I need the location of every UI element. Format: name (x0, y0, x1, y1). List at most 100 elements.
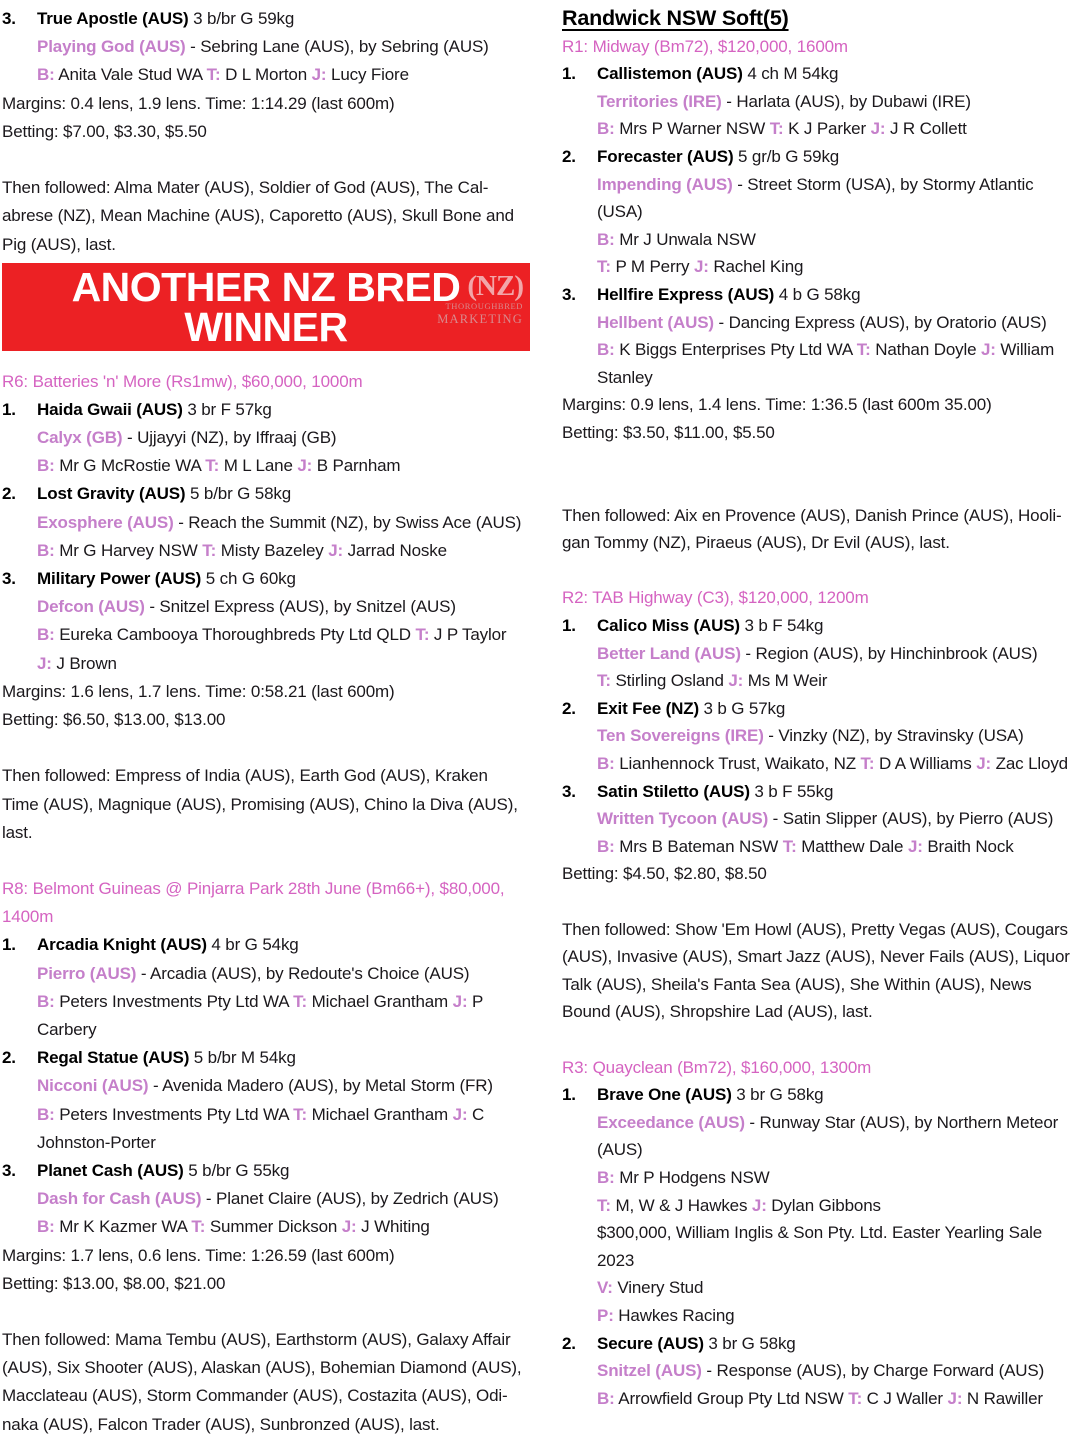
text-line: 1. Haida Gwaii (AUS) 3 br F 57kg (2, 396, 531, 424)
connection-label: T: (293, 1104, 307, 1124)
text: - Vinzky (NZ), by Stravinsky (USA) (763, 726, 1024, 746)
text-line: T: Stirling Osland J: Ms M Weir (562, 667, 1088, 695)
text: 4 br G 54kg (206, 935, 299, 955)
horse-name: Haida Gwaii (AUS) (37, 399, 183, 419)
connection-label: B: (597, 1388, 615, 1408)
text-line: 2023 (562, 1247, 1088, 1275)
text: - Region (AUS), by Hinchinbrook (AUS) (740, 643, 1038, 663)
text: D L Morton (220, 65, 312, 85)
text-line: abrese (NZ), Mean Machine (AUS), Caporet… (2, 202, 531, 230)
text: last. (2, 822, 33, 842)
text: R2: TAB Highway (C3), $120,000, 1200m (562, 588, 869, 608)
text-line: Exceedance (AUS) - Runway Star (AUS), by… (562, 1109, 1088, 1137)
text: Time (AUS), Magnique (AUS), Promising (A… (2, 794, 518, 814)
text: Then followed: Alma Mater (AUS), Soldier… (2, 178, 489, 198)
entry-number: 1. (2, 399, 16, 419)
text-line: 1. Callistemon (AUS) 4 ch M 54kg (562, 60, 1088, 88)
text: Bound (AUS), Shropshire Lad (AUS), last. (562, 1002, 873, 1022)
connection-label: B: (597, 1167, 615, 1187)
connection-label: B: (37, 65, 55, 85)
text: Mr G Harvey NSW (54, 540, 203, 560)
nz-logo-mark: (NZ) (467, 269, 524, 302)
connection-label: B: (597, 836, 615, 856)
text: 3 b F 54kg (739, 616, 824, 636)
text: 4 ch M 54kg (742, 64, 839, 84)
connection-label: J: (907, 836, 923, 856)
nz-logo-text-marketing: MARKETING (437, 311, 523, 326)
text: J P Taylor (429, 625, 507, 645)
text: K J Parker (783, 119, 871, 139)
text: 3 b F 55kg (749, 781, 834, 801)
connection-label: T: (848, 1388, 863, 1408)
horse-name: Brave One (AUS) (597, 1085, 732, 1105)
text: Then followed: Empress of India (AUS), E… (2, 766, 488, 786)
text: Betting: $13.00, $8.00, $21.00 (2, 1273, 226, 1293)
text: $300,000, William Inglis & Son Pty. Ltd.… (597, 1223, 1043, 1243)
text: R6: Batteries 'n' More (Rs1mw), $60,000,… (2, 371, 363, 391)
text-line: 1. Brave One (AUS) 3 br G 58kg (562, 1081, 1088, 1109)
text-line: Macclateau (AUS), Storm Commander (AUS),… (2, 1382, 531, 1410)
sire-name: Playing God (AUS) (37, 37, 186, 57)
text: Betting: $6.50, $13.00, $13.00 (2, 709, 226, 729)
connection-label: T: (293, 991, 307, 1011)
entry-number: 3. (2, 9, 16, 28)
text: gan Tommy (NZ), Piraeus (AUS), Dr Evil (… (562, 533, 950, 553)
race-header: R2: TAB Highway (C3), $120,000, 1200m (562, 584, 1088, 612)
text: J Whiting (356, 1217, 430, 1237)
text-line: (AUS), Invasive (AUS), Smart Jazz (AUS),… (562, 943, 1088, 971)
entry-number: 3. (2, 569, 16, 588)
text-line: V: Vinery Stud (562, 1274, 1088, 1302)
entry-number: 1. (2, 935, 16, 955)
horse-name: Secure (AUS) (597, 1333, 704, 1353)
text-line: B: Mrs B Bateman NSW T: Matthew Dale J: … (562, 833, 1088, 861)
sire-name: Ten Sovereigns (IRE) (597, 726, 764, 746)
sire-name: Snitzel (AUS) (597, 1361, 702, 1381)
text: Peters Investments Pty Ltd WA (54, 991, 294, 1011)
sire-name: Pierro (AUS) (37, 963, 137, 983)
text: R8: Belmont Guineas @ Pinjarra Park 28th… (2, 879, 505, 899)
text-line: Talk (AUS), Sheila's Fanta Sea (AUS), Sh… (562, 971, 1088, 999)
connection-label: B: (37, 456, 55, 476)
text-line: Then followed: Empress of India (AUS), E… (2, 762, 531, 790)
text-line: B: Eureka Cambooya Thoroughbreds Pty Ltd… (2, 621, 531, 649)
text: - Sebring Lane (AUS), by Sebring (AUS) (185, 37, 489, 57)
entry-number: 1. (562, 64, 576, 84)
connection-label: T: (860, 754, 875, 774)
sire-name: Hellbent (AUS) (597, 312, 714, 332)
text: Mr J Unwala NSW (614, 229, 756, 249)
connection-label: J: (328, 540, 344, 560)
text: 2023 (597, 1250, 635, 1270)
text: Pig (AUS), last. (2, 234, 116, 254)
text-line: B: Mr P Hodgens NSW (562, 1164, 1088, 1192)
connection-label: P: (597, 1305, 614, 1325)
connection-label: J: (37, 653, 52, 673)
text: Then followed: Show 'Em Howl (AUS), Pret… (562, 919, 1068, 939)
text: 3 br G 58kg (731, 1085, 824, 1105)
text-line: Snitzel (AUS) - Response (AUS), by Charg… (562, 1357, 1088, 1385)
connection-label: B: (597, 229, 615, 249)
sire-name: Defcon (AUS) (37, 597, 145, 617)
text-line: Betting: $7.00, $3.30, $5.50 (2, 118, 531, 146)
text-line: J: J Brown (2, 650, 531, 678)
horse-name: Arcadia Knight (AUS) (37, 935, 207, 955)
text: 5 b/br G 58kg (185, 484, 292, 504)
horse-name: True Apostle (AUS) (37, 9, 189, 28)
text-line: Impending (AUS) - Street Storm (USA), by… (562, 171, 1088, 199)
text: Jarrad Noske (343, 540, 447, 560)
text-line: B: Peters Investments Pty Ltd WA T: Mich… (2, 1101, 531, 1129)
text-line: Margins: 1.6 lens, 1.7 lens. Time: 0:58.… (2, 678, 531, 706)
entry-number: 3. (562, 781, 576, 801)
race-header: R1: Midway (Bm72), $120,000, 1600m (562, 33, 1088, 61)
text: Margins: 0.9 lens, 1.4 lens. Time: 1:36.… (562, 395, 992, 415)
entry-number: 3. (562, 284, 576, 304)
text-line: B: Lianhennock Trust, Waikato, NZ T: D A… (562, 750, 1088, 778)
text-line: B: Mr G Harvey NSW T: Misty Bazeley J: J… (2, 537, 531, 565)
text: Mrs P Warner NSW (614, 119, 770, 139)
text: C J Waller (862, 1388, 948, 1408)
connection-label: J: (341, 1217, 357, 1237)
sire-name: Exceedance (AUS) (597, 1112, 745, 1132)
text: Betting: $7.00, $3.30, $5.50 (2, 121, 207, 141)
connection-label: T: (597, 1195, 611, 1215)
text-line: 2. Secure (AUS) 3 br G 58kg (562, 1330, 1088, 1358)
text: Rachel King (708, 257, 804, 277)
